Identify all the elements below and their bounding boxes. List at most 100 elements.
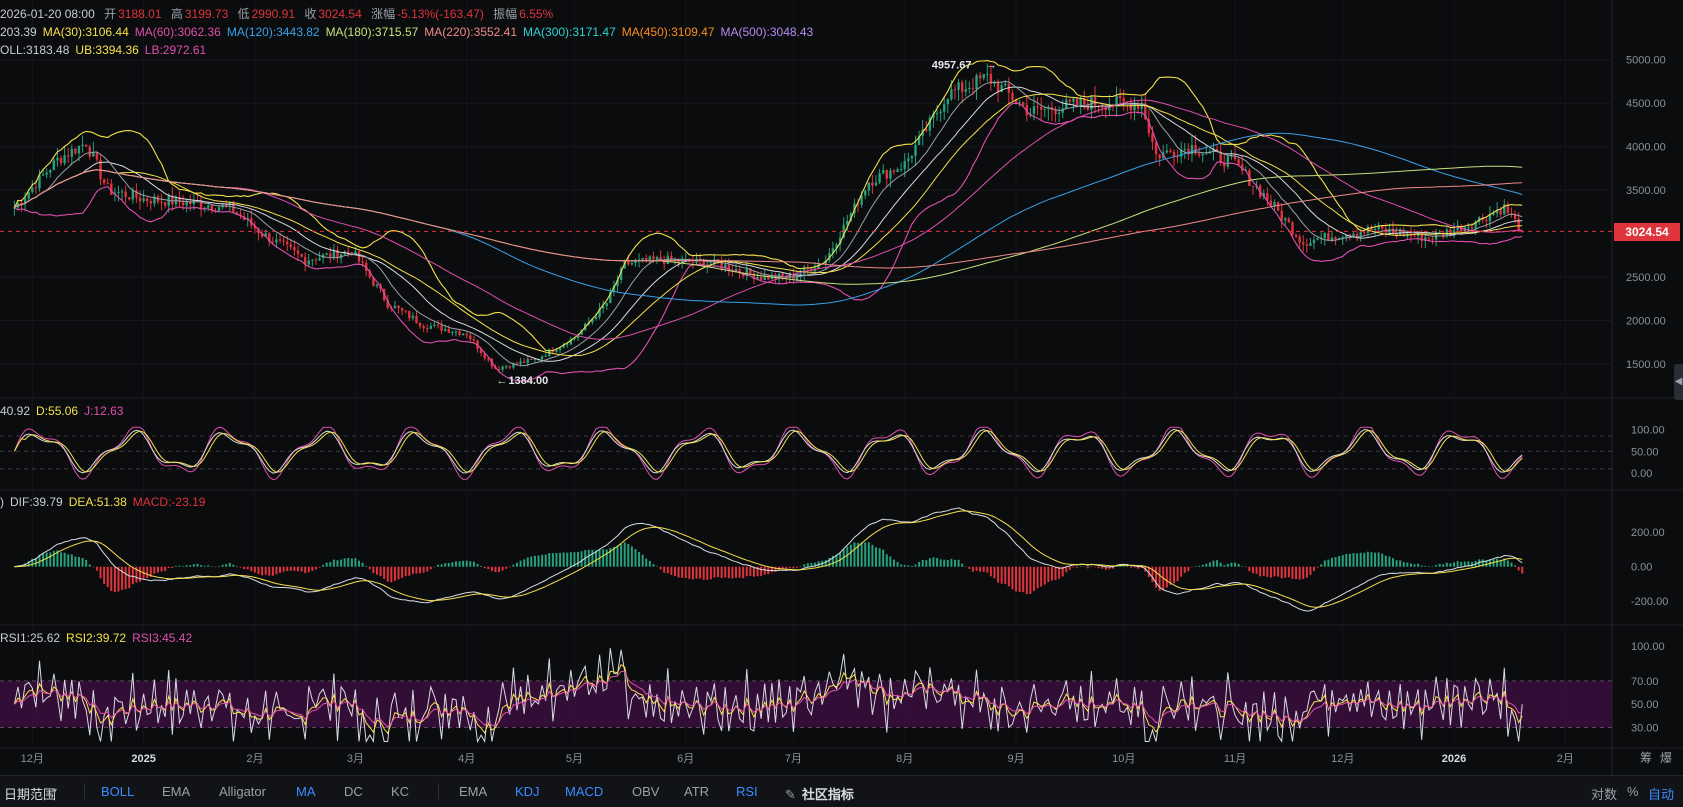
macd-histogram-bar xyxy=(153,566,156,574)
candle-body xyxy=(709,263,713,265)
candle-body xyxy=(1341,237,1344,239)
candle-body xyxy=(63,155,66,164)
macd-histogram-bar xyxy=(659,566,662,570)
candle-body xyxy=(318,257,321,261)
candle-body xyxy=(1381,225,1384,229)
macd-histogram-bar xyxy=(99,566,102,579)
candle-body xyxy=(996,81,1000,92)
macd-histogram-bar xyxy=(666,566,669,574)
candle-body xyxy=(1187,148,1190,155)
candle-body xyxy=(1363,232,1366,234)
candle-body xyxy=(253,225,257,229)
macd-histogram-bar xyxy=(332,559,335,567)
sub-indicator-tab-ema[interactable]: EMA xyxy=(459,784,488,799)
candle-body xyxy=(619,268,623,280)
macd-histogram-bar xyxy=(986,566,989,573)
indicator-tab-kc[interactable]: KC xyxy=(391,784,410,799)
sub-indicator-tab-obv[interactable]: OBV xyxy=(632,784,660,799)
ma30-line xyxy=(14,93,1523,357)
macd-histogram-bar xyxy=(1201,564,1204,567)
ma-legend-item: 203.39 xyxy=(0,25,37,39)
ohlc-header: 2026-01-20 08:00 开 3188.01 高 3199.73 低 2990… xyxy=(0,6,559,22)
candle-body xyxy=(95,152,99,160)
indicator-tab-dc[interactable]: DC xyxy=(344,784,363,799)
ma-legend-item: MA(220):3552.41 xyxy=(424,25,518,39)
macd-histogram-bar xyxy=(31,558,34,567)
date-range-button[interactable]: 日期范围 xyxy=(4,787,57,802)
auto-scale-button[interactable]: 自动 xyxy=(1648,787,1675,802)
macd-histogram-bar xyxy=(1506,560,1509,567)
candle-body xyxy=(1287,218,1291,223)
community-indicator-button[interactable]: ✎ 社区指标 xyxy=(785,784,854,803)
candle-body xyxy=(975,75,978,89)
candle-body xyxy=(512,363,515,368)
indicator-tab-boll[interactable]: BOLL xyxy=(101,784,135,799)
macd-histogram-bar xyxy=(1330,557,1333,567)
macd-histogram-bar xyxy=(673,566,676,577)
macd-histogram-bar xyxy=(397,566,400,580)
macd-histogram-bar xyxy=(828,557,831,567)
chevron-down-icon[interactable]: ▾ xyxy=(52,786,58,797)
candle-body xyxy=(1108,105,1111,111)
indicator-tick-label: 0.00 xyxy=(1631,468,1652,480)
macd-histogram-bar xyxy=(577,551,580,567)
macd-histogram-bar xyxy=(465,560,468,567)
candle-body xyxy=(1269,200,1273,206)
candle-body xyxy=(1370,226,1373,231)
macd-histogram-bar xyxy=(85,559,88,567)
macd-histogram-bar xyxy=(1083,566,1086,568)
boll-legend-item: UB:3394.36 xyxy=(75,43,139,57)
macd-histogram-bar xyxy=(1043,566,1046,585)
macd-histogram-bar xyxy=(408,566,411,576)
burst-button[interactable]: 爆 xyxy=(1660,751,1672,765)
macd-histogram-bar xyxy=(386,566,389,582)
macd-histogram-bar xyxy=(788,566,791,568)
x-axis-label: 7月 xyxy=(785,753,802,765)
candle-body xyxy=(120,191,124,193)
macd-histogram-bar xyxy=(322,564,325,567)
candle-body xyxy=(408,311,411,319)
macd-histogram-bar xyxy=(889,556,892,567)
indicator-tab-ema[interactable]: EMA xyxy=(162,784,191,799)
candle-body xyxy=(52,160,56,171)
indicator-tab-alligator[interactable]: Alligator xyxy=(219,784,266,799)
candle-body xyxy=(235,212,239,214)
candle-body xyxy=(1327,233,1330,241)
sub-indicator-tab-atr[interactable]: ATR xyxy=(684,784,710,799)
candle-body xyxy=(106,182,109,184)
candle-body xyxy=(404,310,407,312)
macd-histogram-bar xyxy=(1262,566,1265,577)
macd-histogram-bar xyxy=(1040,566,1043,587)
macd-histogram-bar xyxy=(627,544,630,567)
percent-scale-button[interactable]: % xyxy=(1627,784,1639,799)
indicator-tab-ma[interactable]: MA xyxy=(296,784,316,799)
macd-histogram-bar xyxy=(325,562,328,567)
log-scale-button[interactable]: 对数 xyxy=(1591,787,1618,802)
macd-histogram-bar xyxy=(1072,566,1075,568)
collapse-panel-handle[interactable]: ◀ xyxy=(1674,364,1683,400)
sub-indicator-tab-kdj[interactable]: KDJ xyxy=(515,784,540,799)
macd-histogram-bar xyxy=(268,566,271,576)
macd-histogram-bar xyxy=(45,552,48,567)
macd-histogram-bar xyxy=(1097,566,1100,569)
candle-body xyxy=(325,253,328,255)
candle-body xyxy=(1194,145,1197,154)
macd-histogram-bar xyxy=(961,563,964,567)
macd-histogram-bar xyxy=(1101,566,1104,569)
x-axis-label: 12月 xyxy=(1331,753,1354,765)
candle-body xyxy=(329,253,332,258)
chips-button[interactable]: 筹 xyxy=(1640,751,1652,765)
candle-body xyxy=(465,333,468,336)
sub-indicator-tab-macd[interactable]: MACD xyxy=(565,784,604,799)
macd-histogram-bar xyxy=(1104,566,1107,570)
candle-body xyxy=(612,286,616,293)
macd-histogram-bar xyxy=(957,559,960,567)
rsi3-line xyxy=(14,670,1523,728)
macd-histogram-bar xyxy=(587,549,590,567)
price-tick-label: 2000.00 xyxy=(1626,315,1666,327)
sub-indicator-tab-rsi[interactable]: RSI xyxy=(736,784,758,799)
kdj-d-line xyxy=(13,429,1523,473)
header-date: 2026-01-20 08:00 xyxy=(0,7,95,21)
candle-body xyxy=(67,155,70,157)
